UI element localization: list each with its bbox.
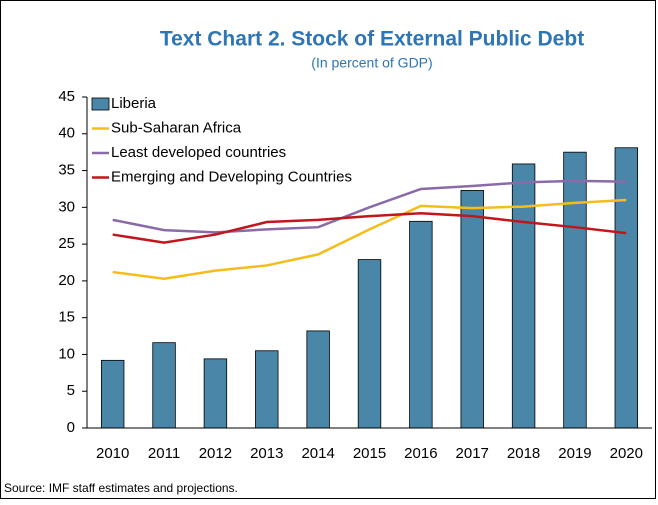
x-tick-label: 2012 (199, 445, 232, 462)
bar (409, 220, 433, 429)
chart-title: Text Chart 2. Stock of External Public D… (160, 28, 584, 51)
bar (152, 342, 176, 429)
line (112, 211, 627, 244)
bar (614, 147, 639, 429)
legend-label: Emerging and Developing Countries (111, 168, 352, 185)
bar (255, 350, 279, 429)
y-tick-label: 40 (58, 125, 75, 142)
x-tick-label: 2014 (301, 445, 334, 462)
bar (306, 330, 330, 429)
x-tick-label: 2011 (148, 445, 180, 462)
x-tick-label: 2019 (558, 445, 591, 462)
bar (203, 358, 228, 429)
bar (357, 259, 382, 429)
y-tick-label: 15 (58, 309, 75, 326)
x-tick-label: 2016 (404, 445, 437, 462)
y-tick-label: 25 (58, 235, 75, 252)
y-tick-label: 0 (67, 419, 75, 436)
x-tick-label: 2017 (456, 445, 489, 462)
x-tick-label: 2020 (610, 445, 643, 462)
legend-swatch (91, 97, 110, 111)
bar (563, 151, 587, 429)
bar (511, 163, 536, 429)
chart-subtitle: (In percent of GDP) (311, 55, 432, 71)
y-tick-label: 5 (67, 382, 75, 399)
source-note: Source: IMF staff estimates and projecti… (4, 481, 238, 495)
legend-label: Liberia (111, 95, 157, 112)
x-tick-label: 2018 (507, 445, 540, 462)
x-tick-label: 2010 (96, 445, 129, 462)
legend-label: Sub-Saharan Africa (111, 119, 242, 136)
legend-label: Least developed countries (111, 144, 286, 161)
y-tick-label: 10 (58, 345, 75, 362)
y-tick-label: 45 (58, 88, 75, 105)
bar (100, 359, 125, 429)
y-tick-label: 30 (58, 198, 75, 215)
x-tick-label: 2013 (250, 445, 283, 462)
x-tick-label: 2015 (353, 445, 386, 462)
y-tick-label: 20 (58, 272, 75, 289)
bar (460, 190, 484, 429)
line (112, 198, 627, 280)
y-tick-label: 35 (58, 162, 75, 179)
line (112, 179, 627, 234)
